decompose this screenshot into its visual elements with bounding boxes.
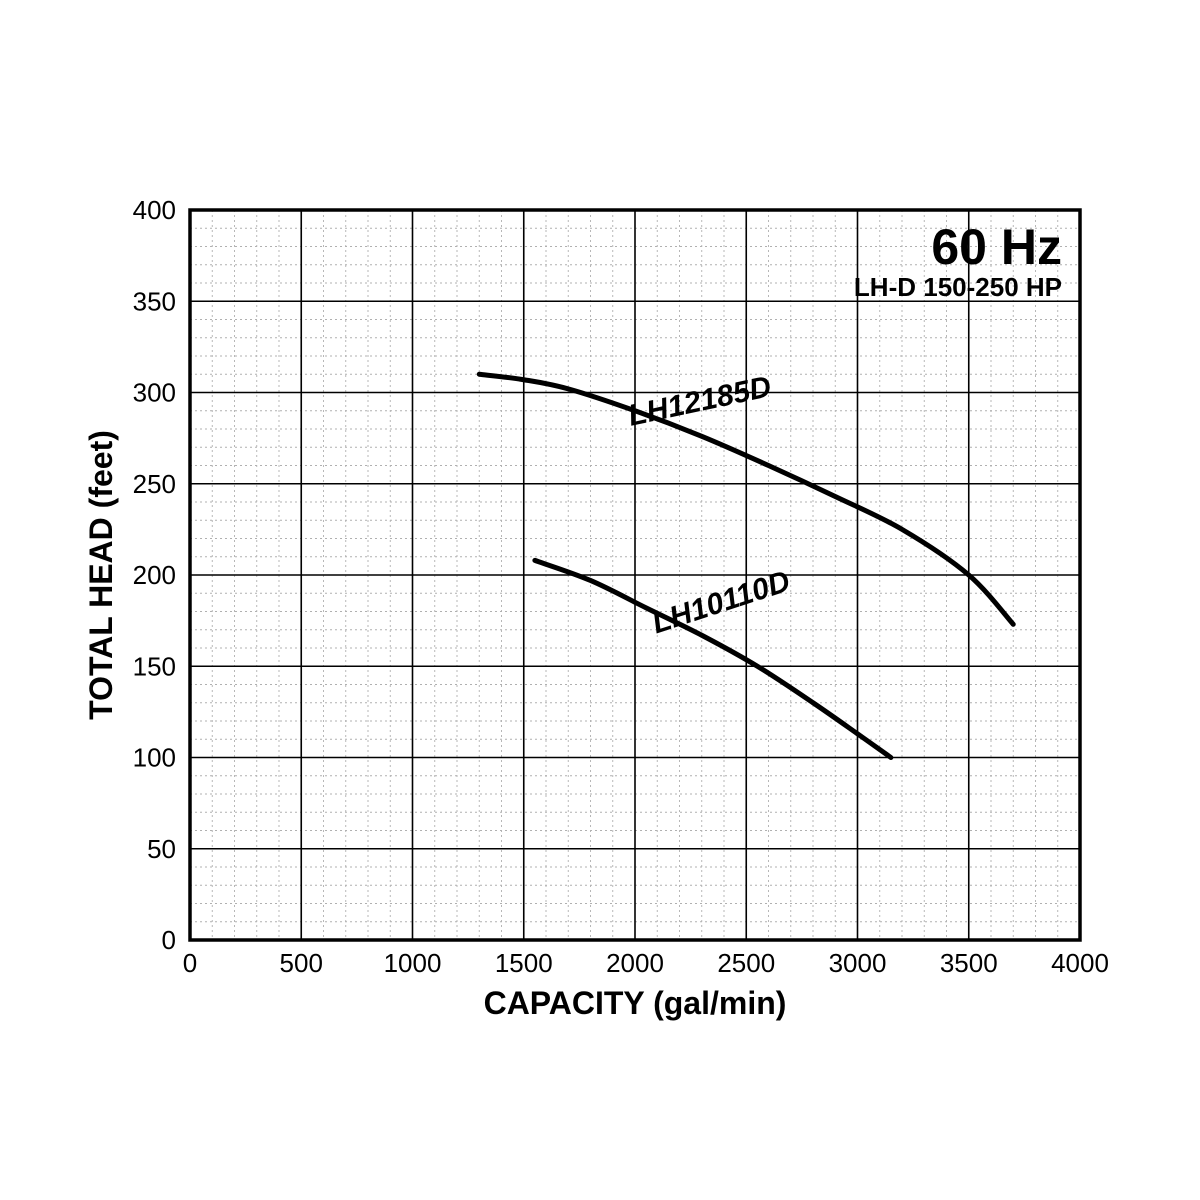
y-tick-label: 200 [133, 560, 176, 590]
x-tick-label: 500 [280, 948, 323, 978]
x-tick-label: 1000 [384, 948, 442, 978]
x-tick-label: 4000 [1051, 948, 1109, 978]
y-tick-label: 250 [133, 469, 176, 499]
chart-title-main: 60 Hz [931, 219, 1062, 275]
x-axis-label: CAPACITY (gal/min) [484, 985, 787, 1021]
y-tick-label: 300 [133, 378, 176, 408]
curve-label-LH12185D: LH12185D [625, 370, 774, 432]
y-tick-label: 150 [133, 651, 176, 681]
y-tick-label: 350 [133, 286, 176, 316]
curve-label-LH10110D: LH10110D [648, 565, 794, 641]
y-axis-label: TOTAL HEAD (feet) [83, 430, 119, 720]
pump-curve-chart: 0 500 1000 1500 2000 2500 3000 3500 4000 0 50 100 15… [0, 0, 1200, 1200]
x-tick-label: 1500 [495, 948, 553, 978]
x-tick-label: 3500 [940, 948, 998, 978]
y-tick-label: 100 [133, 743, 176, 773]
y-tick-label: 50 [147, 834, 176, 864]
chart-svg: 0 500 1000 1500 2000 2500 3000 3500 4000 0 50 100 15… [0, 0, 1200, 1200]
chart-title-sub: LH-D 150-250 HP [854, 272, 1062, 302]
x-tick-label: 3000 [829, 948, 887, 978]
y-tick-label: 0 [162, 925, 176, 955]
y-tick-label: 400 [133, 195, 176, 225]
x-tick-label: 0 [183, 948, 197, 978]
x-tick-label: 2500 [717, 948, 775, 978]
x-tick-label: 2000 [606, 948, 664, 978]
